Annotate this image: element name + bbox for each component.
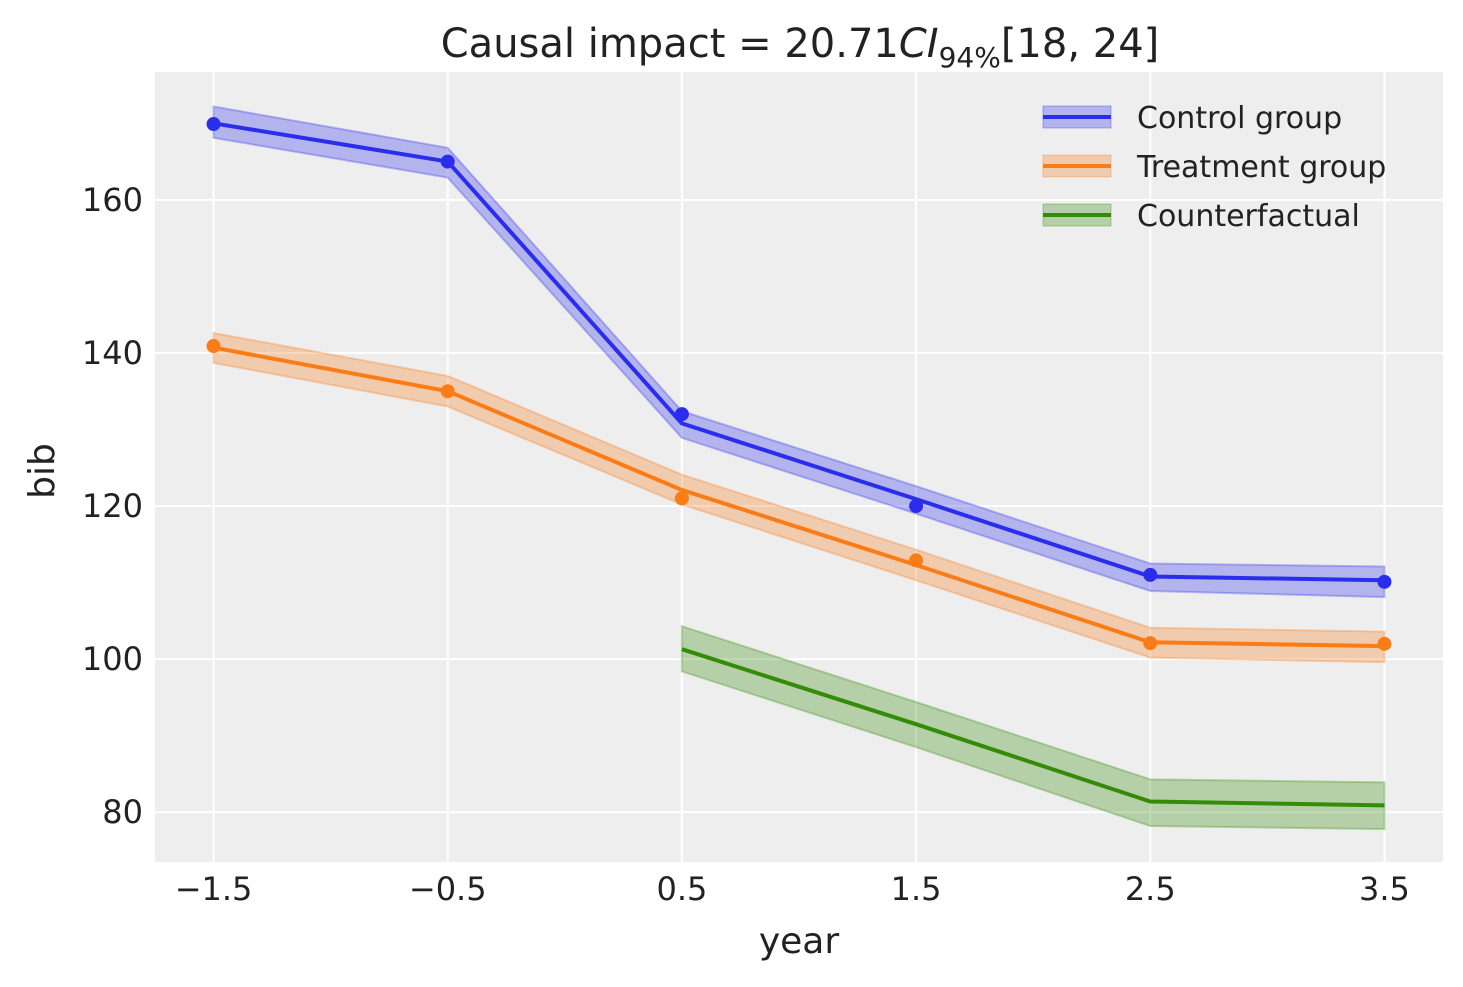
chart-title: Causal impact = 20.71CI94%[18, 24] [441,21,1160,74]
y-axis-label: bib [22,443,63,499]
legend: Control group Treatment group Counterfactu… [1042,101,1386,234]
treatment-group-point [206,339,221,354]
legend-label-control-group: Control group [1137,101,1342,136]
legend-label-counterfactual: Counterfactual [1137,199,1360,234]
x-tick-label: 2.5 [1125,870,1176,908]
series-lines [213,121,1385,808]
title-prefix: Causal impact = 20.71 [441,21,899,67]
y-tick-label: 100 [82,640,143,678]
treatment-group-point [440,384,455,399]
x-tick-label: 3.5 [1359,870,1410,908]
treatment-group-line [213,345,1385,649]
y-tick-label: 140 [82,334,143,372]
x-tick-label: 0.5 [656,870,707,908]
legend-label-treatment-group: Treatment group [1136,150,1386,185]
title-ci-symbol: CI [899,21,939,67]
x-tick-label: 1.5 [891,870,942,908]
grid [155,72,1443,862]
treatment-group-point [674,491,689,506]
y-tick-label: 80 [102,793,143,831]
treatment-group-point [1143,636,1158,651]
counterfactual-line [681,647,1385,808]
control-group-point [1377,574,1392,589]
x-tick-label: −1.5 [175,870,253,908]
control-group-point [1143,567,1158,582]
y-tick-label: 160 [82,181,143,219]
control-group-line [213,121,1385,583]
y-tick-label: 120 [82,487,143,525]
treatment-group-point [1377,636,1392,651]
x-tick-label: −0.5 [409,870,487,908]
title-ci-subscript: 94% [939,41,1001,74]
control-group-point [674,407,689,422]
x-axis-label: year [759,921,840,962]
title-interval: [18, 24] [1001,21,1159,67]
counterfactual-band [680,624,1386,831]
tick-labels: −1.5 −0.5 0.5 1.5 2.5 3.5 80 100 120 140 160 [82,181,1410,908]
control-group-point [440,154,455,169]
control-group-point [206,117,221,132]
treatment-group-point [909,553,924,568]
plot-background [155,72,1443,862]
observed-points [206,117,1392,651]
control-group-point [909,499,924,514]
